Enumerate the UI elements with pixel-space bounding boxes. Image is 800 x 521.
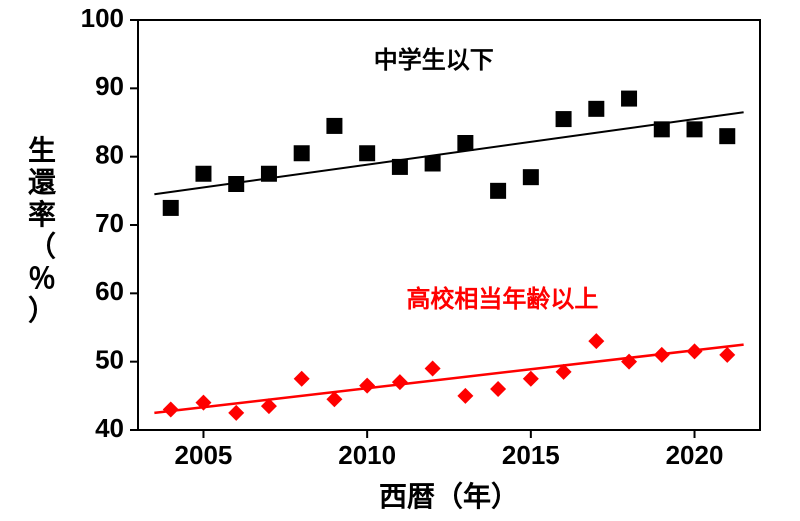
y-tick-label: 60 — [95, 276, 124, 306]
data-point-square — [556, 111, 572, 127]
x-axis-title: 西暦（年） — [379, 480, 519, 512]
y-tick-label: 90 — [95, 71, 124, 101]
plot-area — [138, 20, 760, 430]
data-point-square — [523, 169, 539, 185]
y-axis-title-char: ） — [26, 289, 58, 329]
data-point-square — [261, 166, 277, 182]
x-tick-label: 2005 — [175, 440, 233, 470]
y-tick-label: 80 — [95, 140, 124, 170]
data-point-square — [490, 183, 506, 199]
y-tick-label: 100 — [81, 3, 124, 33]
data-point-square — [654, 121, 670, 137]
chart-container: 40 50 60 70 80 90 100 2005 2010 2015 2020 西暦（年） 中学生以… — [0, 0, 800, 521]
data-point-square — [457, 135, 473, 151]
x-tick-label: 2015 — [502, 440, 560, 470]
x-tick-label: 2010 — [338, 440, 396, 470]
data-point-square — [359, 145, 375, 161]
x-tick-label: 2020 — [666, 440, 724, 470]
data-point-square — [195, 166, 211, 182]
data-point-square — [621, 91, 637, 107]
data-point-square — [425, 156, 441, 172]
series-label: 高校相当年齢以上 — [406, 285, 598, 313]
data-point-square — [163, 200, 179, 216]
data-point-square — [228, 176, 244, 192]
data-point-square — [687, 121, 703, 137]
series-label: 中学生以下 — [374, 46, 494, 74]
y-tick-label: 70 — [95, 208, 124, 238]
data-point-square — [588, 101, 604, 117]
y-tick-label: 40 — [95, 413, 124, 443]
data-point-square — [294, 145, 310, 161]
data-point-square — [392, 159, 408, 175]
data-point-square — [326, 118, 342, 134]
data-point-square — [719, 128, 735, 144]
chart-svg: 40 50 60 70 80 90 100 2005 2010 2015 2020 西暦（年） 中学生以… — [0, 0, 800, 521]
y-tick-label: 50 — [95, 345, 124, 375]
